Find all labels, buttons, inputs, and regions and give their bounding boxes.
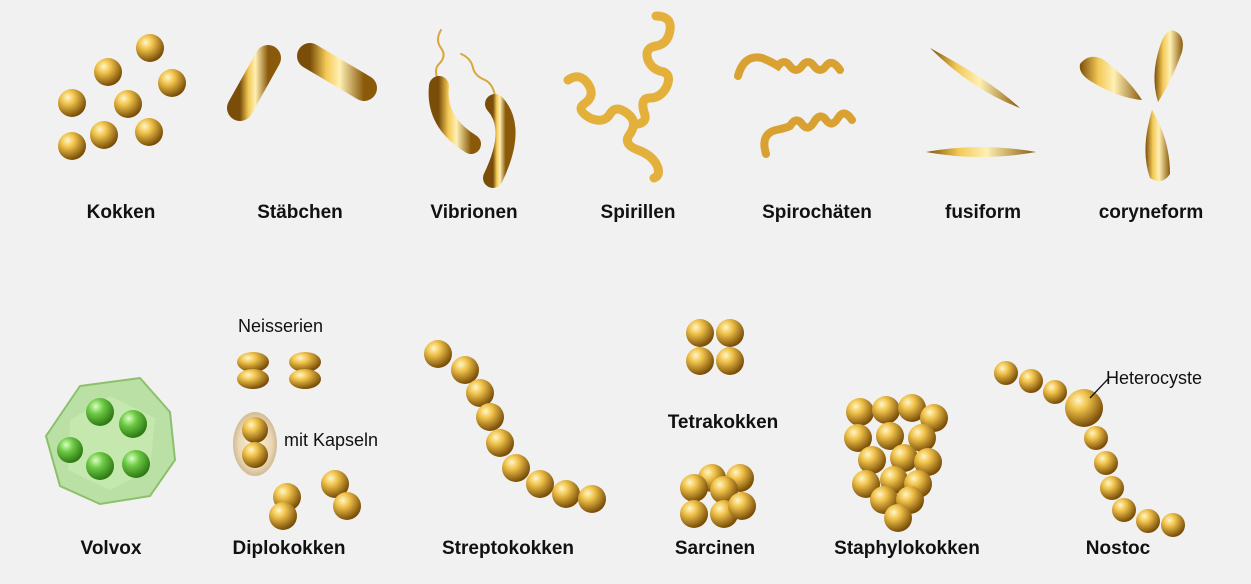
annotation-heterocyste: Heterocyste [1106, 368, 1203, 388]
label-diplokokken: Diplokokken [232, 538, 346, 559]
volvox-illustration [44, 376, 177, 506]
heterocyste-cell [1065, 389, 1103, 427]
label-coryneform: coryneform [1098, 202, 1204, 223]
streptokokken-illustration [424, 340, 606, 513]
label-staebchen: Stäbchen [257, 202, 343, 223]
fusiform-illustration [926, 48, 1036, 157]
label-spirochaeten: Spirochäten [762, 202, 872, 223]
label-nostoc: Nostoc [1085, 538, 1151, 559]
spirochaeten-illustration [734, 53, 856, 158]
kokken-illustration [58, 34, 186, 160]
label-tetrakokken: Tetrakokken [667, 412, 779, 433]
label-fusiform: fusiform [945, 202, 1021, 223]
staebchen-illustration [227, 43, 377, 185]
label-staphylokokken: Staphylokokken [834, 538, 980, 559]
label-volvox: Volvox [80, 538, 142, 559]
diplokokken-illustration [233, 352, 361, 530]
staphylokokken-illustration [844, 394, 948, 532]
sarcinen-illustration [680, 464, 756, 528]
label-kokken: Kokken [86, 202, 156, 223]
annotation-neisserien: Neisserien [238, 316, 324, 336]
label-vibrionen: Vibrionen [430, 202, 518, 223]
annotation-mit-kapseln: mit Kapseln [284, 430, 379, 450]
label-sarcinen: Sarcinen [674, 538, 756, 559]
heterocyste-pointer [1089, 378, 1109, 399]
vibrionen-illustration [428, 29, 516, 188]
tetrakokken-illustration [686, 319, 744, 375]
coryneform-illustration [1079, 30, 1183, 182]
label-spirillen: Spirillen [600, 202, 676, 223]
label-streptokokken: Streptokokken [442, 538, 574, 559]
nostoc-illustration [994, 361, 1185, 537]
spirillen-illustration [563, 11, 675, 183]
